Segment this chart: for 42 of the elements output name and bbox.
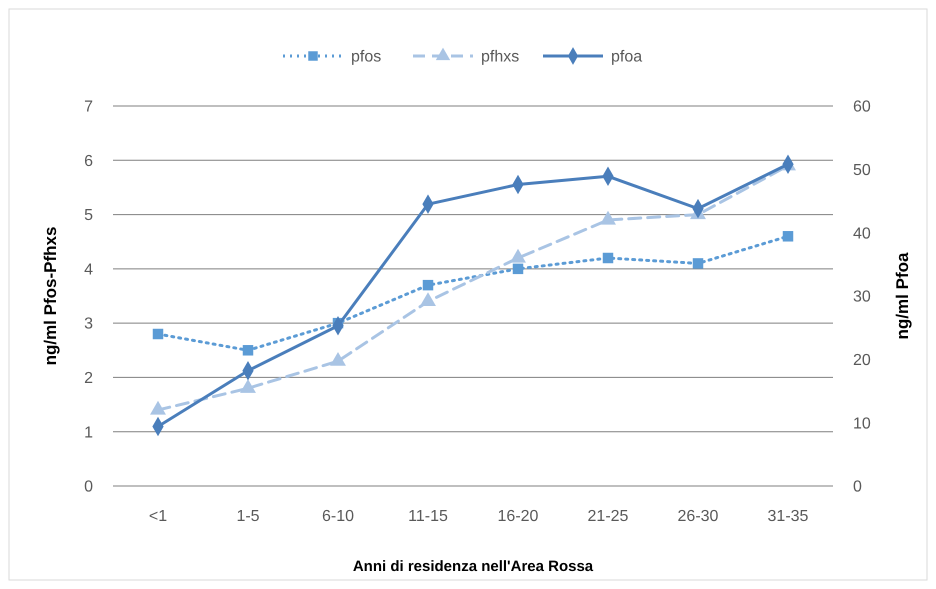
y2-tick-label: 50 bbox=[853, 162, 871, 179]
y2-tick-label: 60 bbox=[853, 98, 871, 116]
x-axis-title: Anni di residenza nell'Area Rossa bbox=[352, 558, 594, 575]
y2-tick-label: 40 bbox=[853, 225, 871, 242]
y2-tick-label: 20 bbox=[853, 352, 871, 369]
legend-label: pfos bbox=[351, 48, 382, 66]
y-tick-label: 3 bbox=[84, 316, 94, 333]
point bbox=[782, 231, 794, 242]
x-tick-label: 11-15 bbox=[408, 508, 448, 525]
y-axis-title: ng/ml Pfos-Pfhxs bbox=[41, 226, 60, 366]
point bbox=[600, 210, 616, 225]
point bbox=[150, 400, 166, 415]
x-tick-label: 21-25 bbox=[588, 508, 629, 525]
y2-tick-label: 0 bbox=[853, 478, 862, 496]
point bbox=[422, 280, 434, 290]
legend-label: pfhxs bbox=[481, 48, 520, 66]
point bbox=[240, 379, 256, 393]
y-tick-label: 0 bbox=[84, 478, 94, 496]
y-tick-label: 1 bbox=[84, 424, 94, 442]
point bbox=[152, 328, 164, 340]
point bbox=[510, 248, 526, 263]
x-tick-label: 16-20 bbox=[498, 508, 539, 525]
point bbox=[420, 292, 436, 306]
y2-tick-label: 30 bbox=[853, 288, 871, 306]
point bbox=[602, 252, 614, 264]
y-tick-label: 7 bbox=[84, 98, 94, 116]
legend-label: pfoa bbox=[611, 48, 642, 66]
y-tick-label: 5 bbox=[84, 207, 94, 224]
y2-axis-title: ng/ml Pfoa bbox=[893, 252, 912, 340]
point bbox=[512, 264, 524, 274]
point bbox=[330, 352, 346, 366]
x-tick-label: 1-5 bbox=[236, 508, 260, 525]
y-tick-label: 2 bbox=[84, 370, 94, 388]
point bbox=[692, 258, 704, 269]
x-tick-label: <1 bbox=[148, 508, 168, 525]
x-tick-label: 26-30 bbox=[678, 508, 719, 525]
x-tick-label: 31-35 bbox=[768, 508, 809, 525]
y-tick-label: 4 bbox=[84, 261, 94, 278]
y-tick-label: 6 bbox=[84, 152, 94, 170]
y2-tick-label: 10 bbox=[853, 415, 871, 432]
point bbox=[242, 345, 254, 356]
x-tick-label: 6-10 bbox=[322, 508, 354, 525]
